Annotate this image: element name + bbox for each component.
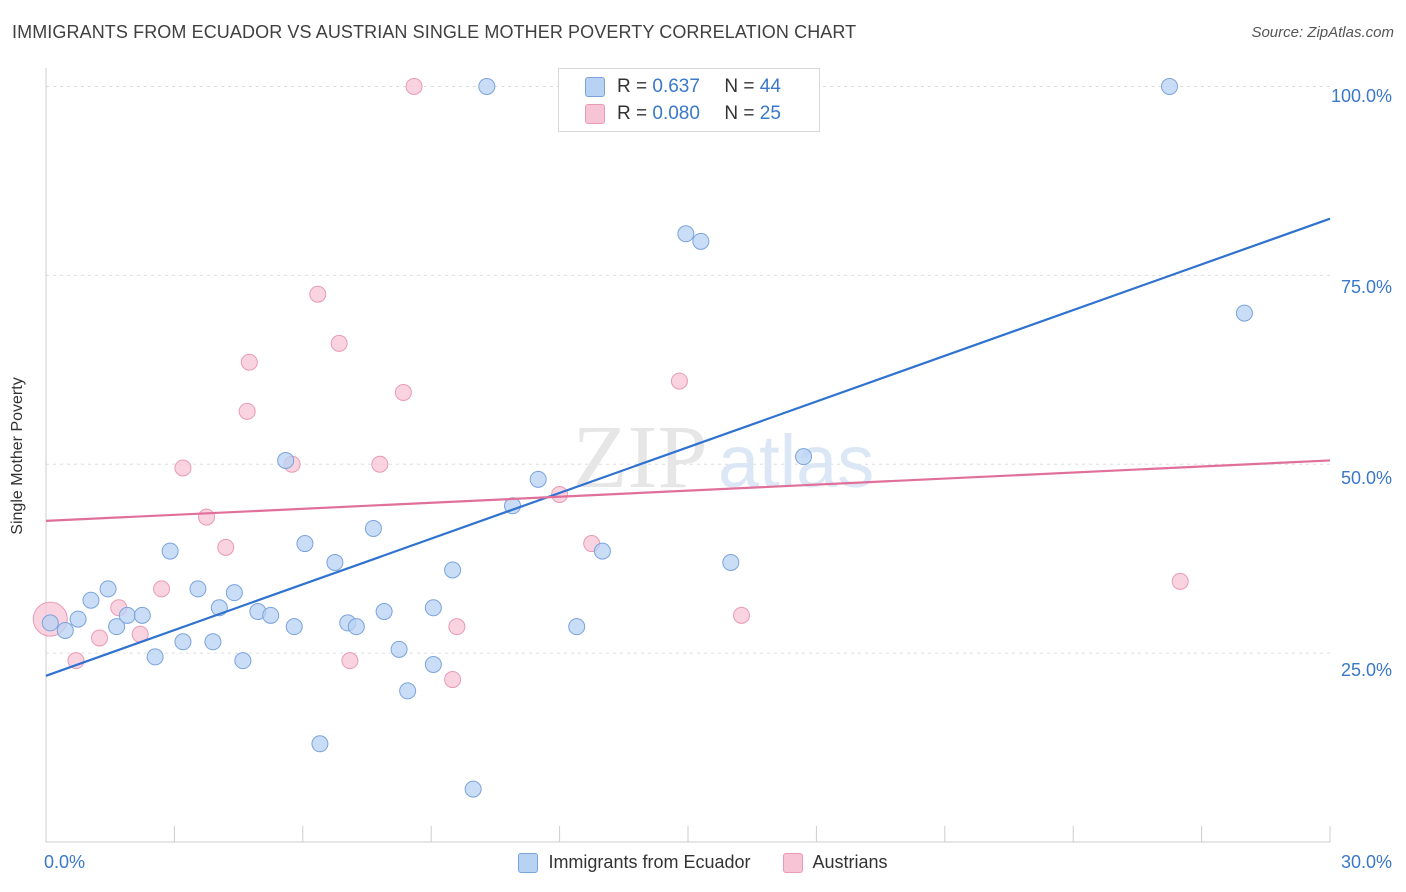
- ecuador-point: [478, 77, 496, 95]
- ecuador-point: [277, 451, 295, 469]
- austrians-point: [309, 285, 327, 303]
- y-tick-50: 50.0%: [1340, 468, 1392, 488]
- ecuador-point: [326, 553, 344, 571]
- ecuador-point: [364, 519, 382, 537]
- ecuador-point: [225, 584, 243, 602]
- ecuador-point: [56, 621, 74, 639]
- austrians-trend-line: [45, 459, 1331, 522]
- austrians-point: [405, 77, 423, 95]
- y-axis-label: Single Mother Poverty: [9, 377, 26, 535]
- ecuador-point: [722, 553, 740, 571]
- ecuador-point: [118, 606, 136, 624]
- ecuador-point: [1161, 77, 1178, 95]
- austrians-point: [198, 508, 215, 526]
- ecuador-point: [593, 542, 611, 560]
- austrians-point: [444, 671, 462, 689]
- ecuador-point: [375, 603, 393, 621]
- ecuador-point: [424, 655, 442, 673]
- legend-swatch-blue: [585, 77, 605, 97]
- austrians-point: [371, 455, 389, 473]
- ecuador-point: [795, 448, 813, 466]
- austrians-point: [1171, 572, 1189, 590]
- ecuador-point: [204, 633, 222, 651]
- series-legend-austrians: Austrians: [782, 852, 888, 873]
- ecuador-point: [133, 606, 151, 624]
- ecuador-trend-line: [45, 217, 1331, 677]
- ecuador-point: [677, 225, 695, 243]
- ecuador-point: [399, 682, 417, 700]
- ecuador-point: [262, 606, 280, 624]
- austrians-point: [153, 580, 171, 598]
- ecuador-point: [1235, 304, 1253, 322]
- ecuador-point: [692, 232, 710, 250]
- ecuador-point: [390, 640, 408, 658]
- legend-r-value: 0.080: [652, 103, 700, 124]
- legend-row-austrians: R = 0.080 N = 25: [585, 101, 781, 127]
- ecuador-point: [99, 580, 117, 598]
- ecuador-point: [41, 614, 59, 632]
- ecuador-point: [108, 618, 126, 636]
- series-legend: Immigrants from Ecuador Austrians: [0, 852, 1406, 873]
- austrians-point: [174, 459, 192, 477]
- legend-r-value: 0.637: [652, 76, 700, 97]
- ecuador-point: [285, 618, 303, 636]
- watermark-atlas: atlas: [718, 420, 874, 503]
- legend-n-label: N =: [724, 76, 755, 97]
- ecuador-point: [444, 561, 462, 579]
- ecuador-point: [296, 535, 314, 553]
- legend-n-value: 44: [759, 76, 781, 97]
- austrians-point: [330, 334, 348, 352]
- legend-r-label: R =: [617, 76, 648, 97]
- legend-r-label: R =: [617, 103, 648, 124]
- trend-lines: [45, 217, 1331, 677]
- x-tick-min: 0.0%: [44, 852, 86, 872]
- source-label: Source: ZipAtlas.com: [1251, 24, 1394, 41]
- stats-legend: R = 0.637 N = 44 R = 0.080 N = 25: [558, 68, 820, 132]
- austrians-point: [341, 652, 359, 670]
- austrians-point: [91, 629, 108, 647]
- austrians-point: [670, 372, 688, 390]
- y-tick-25: 25.0%: [1340, 660, 1392, 680]
- series-swatch-blue: [518, 852, 539, 873]
- ecuador-point: [161, 542, 179, 560]
- austrians-point: [217, 538, 235, 556]
- y-tick-75: 75.0%: [1340, 277, 1392, 297]
- ecuador-point: [82, 591, 100, 609]
- axes: [45, 68, 1331, 843]
- series-swatch-pink: [782, 852, 803, 873]
- ecuador-point: [311, 735, 329, 753]
- legend-n-label: N =: [724, 103, 755, 124]
- ecuador-point: [347, 618, 365, 636]
- austrians-point: [448, 618, 466, 636]
- legend-row-ecuador: R = 0.637 N = 44: [585, 74, 781, 100]
- y-tick-100: 100.0%: [1330, 86, 1392, 106]
- gridlines: [46, 85, 1330, 654]
- legend-swatch-pink: [585, 104, 605, 124]
- austrians-point: [238, 402, 256, 420]
- ecuador-point: [568, 618, 586, 636]
- ecuador-point: [424, 599, 442, 617]
- ecuador-point: [69, 610, 87, 628]
- ecuador-point: [189, 580, 207, 598]
- ecuador-point: [174, 633, 192, 651]
- watermark: ZIP atlas: [573, 408, 875, 507]
- chart-title: IMMIGRANTS FROM ECUADOR VS AUSTRIAN SING…: [12, 22, 857, 42]
- legend-n-value: 25: [759, 103, 781, 124]
- series-name-ecuador: Immigrants from Ecuador: [548, 852, 751, 872]
- ecuador-point: [529, 470, 547, 488]
- austrians-point: [733, 606, 750, 624]
- series-legend-ecuador: Immigrants from Ecuador: [518, 852, 751, 873]
- austrians-point: [240, 353, 258, 371]
- ecuador-point: [234, 652, 252, 670]
- series-name-austrians: Austrians: [812, 852, 888, 872]
- ecuador-point: [464, 780, 482, 798]
- austrians-point: [394, 383, 412, 401]
- ecuador-point: [146, 648, 164, 666]
- x-tick-max: 30.0%: [1340, 852, 1392, 872]
